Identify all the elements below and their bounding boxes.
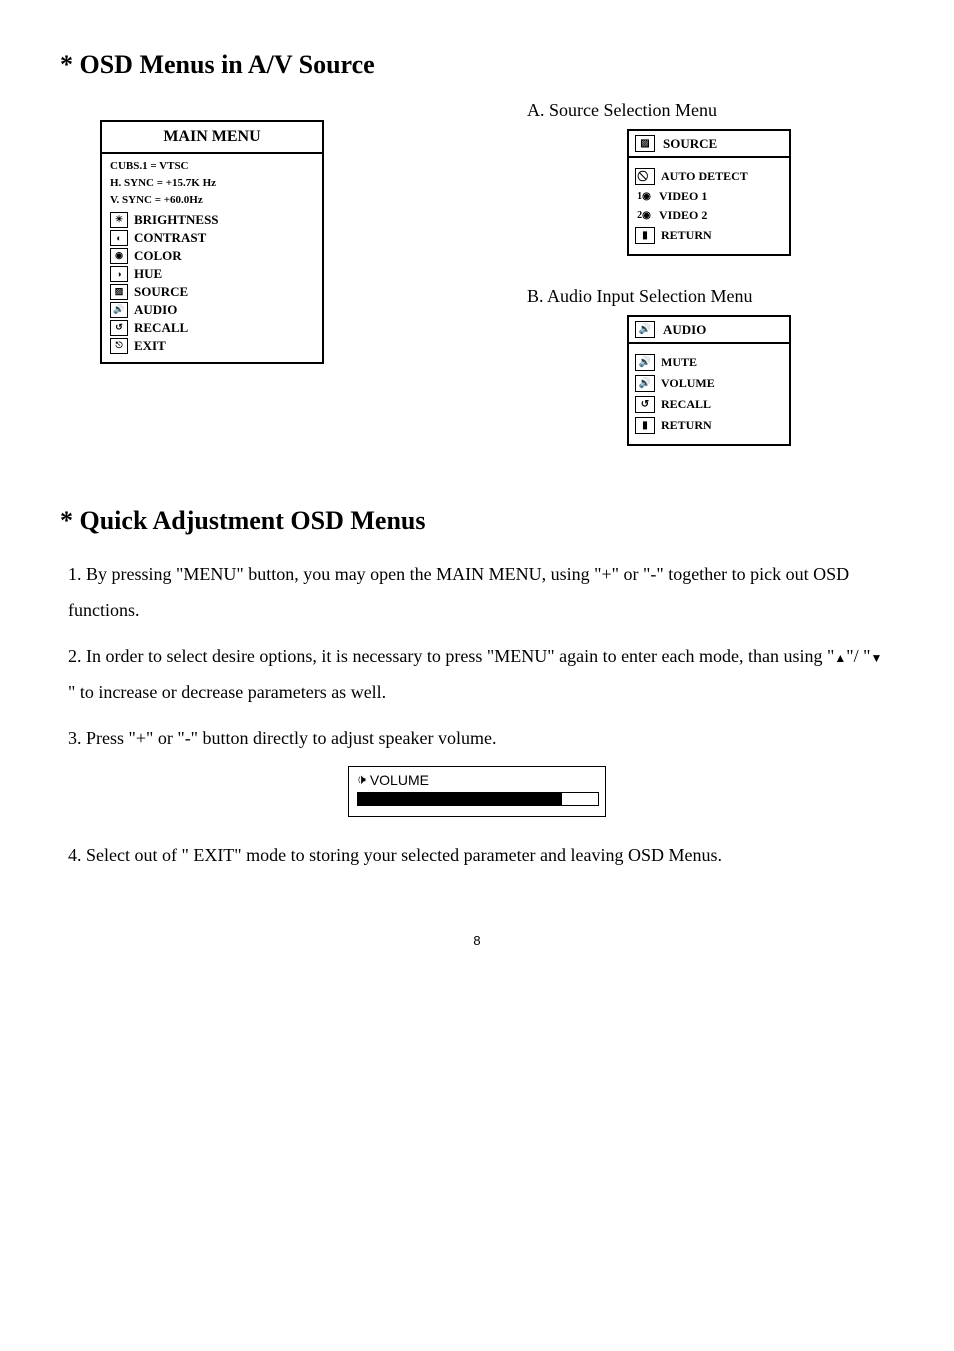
audio-menu-title: AUDIO xyxy=(663,322,706,338)
audio-item-icon: ▮ xyxy=(635,417,655,434)
main-menu-box: MAIN MENU CUBS.1 = VTSC H. SYNC = +15.7K… xyxy=(100,120,324,364)
menu-item[interactable]: ▨ SOURCE xyxy=(110,284,314,300)
source-item-label: AUTO DETECT xyxy=(661,169,748,184)
source-item-label: RETURN xyxy=(661,228,712,243)
section-b-label: B. Audio Input Selection Menu xyxy=(527,286,894,307)
source-menu-title: SOURCE xyxy=(663,136,717,152)
heading-osd-menus: * OSD Menus in A/V Source xyxy=(60,50,894,80)
instructions-block: 1. By pressing "MENU" button, you may op… xyxy=(60,556,894,756)
audio-item[interactable]: ▮ RETURN xyxy=(635,417,783,434)
audio-item-label: VOLUME xyxy=(661,376,715,391)
left-column: MAIN MENU CUBS.1 = VTSC H. SYNC = +15.7K… xyxy=(60,100,467,446)
up-triangle-icon: ▲ xyxy=(834,646,846,670)
instruction-1: 1. By pressing "MENU" button, you may op… xyxy=(60,556,894,628)
audio-header-icon: 🔊 xyxy=(635,321,655,338)
menu-item-label: HUE xyxy=(134,266,162,282)
source-item-label: VIDEO 1 xyxy=(659,189,707,204)
menu-item-label: BRIGHTNESS xyxy=(134,212,219,228)
audio-item-label: RETURN xyxy=(661,418,712,433)
menu-item-icon: 🔊 xyxy=(110,302,128,318)
volume-label: VOLUME xyxy=(370,772,429,788)
audio-menu-box: 🔊 AUDIO 🔊 MUTE 🔊 VOLUME ↺ RECALL ▮ RETURN xyxy=(627,315,791,446)
instruction-2a: 2. In order to select desire options, it… xyxy=(68,646,834,666)
menu-item[interactable]: ◐ CONTRAST xyxy=(110,230,314,246)
source-header-icon: ▨ xyxy=(635,135,655,152)
menu-item-label: RECALL xyxy=(134,320,188,336)
source-item[interactable]: ⃠ AUTO DETECT xyxy=(635,168,783,185)
menu-info-line2: H. SYNC = +15.7K Hz xyxy=(110,177,314,190)
menu-item[interactable]: 🔊 AUDIO xyxy=(110,302,314,318)
audio-item-icon: 🔊 xyxy=(635,354,655,371)
instructions-block-2: 4. Select out of " EXIT" mode to storing… xyxy=(60,837,894,873)
menu-item[interactable]: ◑ HUE xyxy=(110,266,314,282)
menu-info-line1: CUBS.1 = VTSC xyxy=(110,160,314,173)
menu-item-icon: ☀ xyxy=(110,212,128,228)
main-menu-body: CUBS.1 = VTSC H. SYNC = +15.7K Hz V. SYN… xyxy=(102,154,322,362)
source-item[interactable]: 1◉ VIDEO 1 xyxy=(635,189,783,204)
menu-item[interactable]: ◉ COLOR xyxy=(110,248,314,264)
menu-item-label: COLOR xyxy=(134,248,182,264)
volume-bar[interactable] xyxy=(357,792,599,806)
audio-item[interactable]: ↺ RECALL xyxy=(635,396,783,413)
volume-label-row: 🕩 VOLUME xyxy=(357,771,597,788)
volume-box: 🕩 VOLUME xyxy=(348,766,606,817)
source-item-icon: 1◉ xyxy=(635,189,653,204)
menu-item-icon: ↺ xyxy=(110,320,128,336)
audio-item-icon: ↺ xyxy=(635,396,655,413)
instruction-4: 4. Select out of " EXIT" mode to storing… xyxy=(60,837,894,873)
down-triangle-icon: ▼ xyxy=(870,646,882,670)
audio-item-label: RECALL xyxy=(661,397,711,412)
audio-item-icon: 🔊 xyxy=(635,375,655,392)
source-item-label: VIDEO 2 xyxy=(659,208,707,223)
audio-menu-body: 🔊 MUTE 🔊 VOLUME ↺ RECALL ▮ RETURN xyxy=(629,344,789,444)
source-menu-header: ▨ SOURCE xyxy=(629,131,789,158)
menu-item-label: CONTRAST xyxy=(134,230,206,246)
heading-quick-adjustment: * Quick Adjustment OSD Menus xyxy=(60,506,894,536)
right-column: A. Source Selection Menu ▨ SOURCE ⃠ AUTO … xyxy=(507,100,894,446)
audio-item-label: MUTE xyxy=(661,355,697,370)
section-a-label: A. Source Selection Menu xyxy=(527,100,894,121)
menu-item-icon: ◑ xyxy=(110,266,128,282)
audio-item[interactable]: 🔊 MUTE xyxy=(635,354,783,371)
source-item-icon: ⃠ xyxy=(635,168,655,185)
menu-item-label: SOURCE xyxy=(134,284,188,300)
instruction-2b: "/ " xyxy=(846,646,870,666)
audio-menu-header: 🔊 AUDIO xyxy=(629,317,789,344)
menu-item-label: AUDIO xyxy=(134,302,177,318)
page-number: 8 xyxy=(60,933,894,948)
menu-item-icon: ▨ xyxy=(110,284,128,300)
source-item[interactable]: ▮ RETURN xyxy=(635,227,783,244)
menu-item-icon: ◉ xyxy=(110,248,128,264)
main-menu-title: MAIN MENU xyxy=(102,122,322,154)
speaker-icon: 🕩 xyxy=(357,771,366,788)
source-menu-body: ⃠ AUTO DETECT 1◉ VIDEO 1 2◉ VIDEO 2 ▮ RETURN xyxy=(629,158,789,254)
menu-item-icon: ⎋ xyxy=(110,338,128,354)
menu-info-line3: V. SYNC = +60.0Hz xyxy=(110,194,314,207)
source-item-icon: 2◉ xyxy=(635,208,653,223)
instruction-2: 2. In order to select desire options, it… xyxy=(60,638,894,710)
source-item-icon: ▮ xyxy=(635,227,655,244)
menu-item[interactable]: ☀ BRIGHTNESS xyxy=(110,212,314,228)
instruction-2c: " to increase or decrease parameters as … xyxy=(68,682,386,702)
menu-item[interactable]: ↺ RECALL xyxy=(110,320,314,336)
volume-fill xyxy=(358,793,562,805)
menu-item[interactable]: ⎋ EXIT xyxy=(110,338,314,354)
menu-item-label: EXIT xyxy=(134,338,166,354)
source-menu-box: ▨ SOURCE ⃠ AUTO DETECT 1◉ VIDEO 1 2◉ VIDEO 2 ▮… xyxy=(627,129,791,256)
top-section: MAIN MENU CUBS.1 = VTSC H. SYNC = +15.7K… xyxy=(60,100,894,446)
menu-item-icon: ◐ xyxy=(110,230,128,246)
audio-item[interactable]: 🔊 VOLUME xyxy=(635,375,783,392)
source-item[interactable]: 2◉ VIDEO 2 xyxy=(635,208,783,223)
instruction-3: 3. Press "+" or "-" button directly to a… xyxy=(60,720,894,756)
